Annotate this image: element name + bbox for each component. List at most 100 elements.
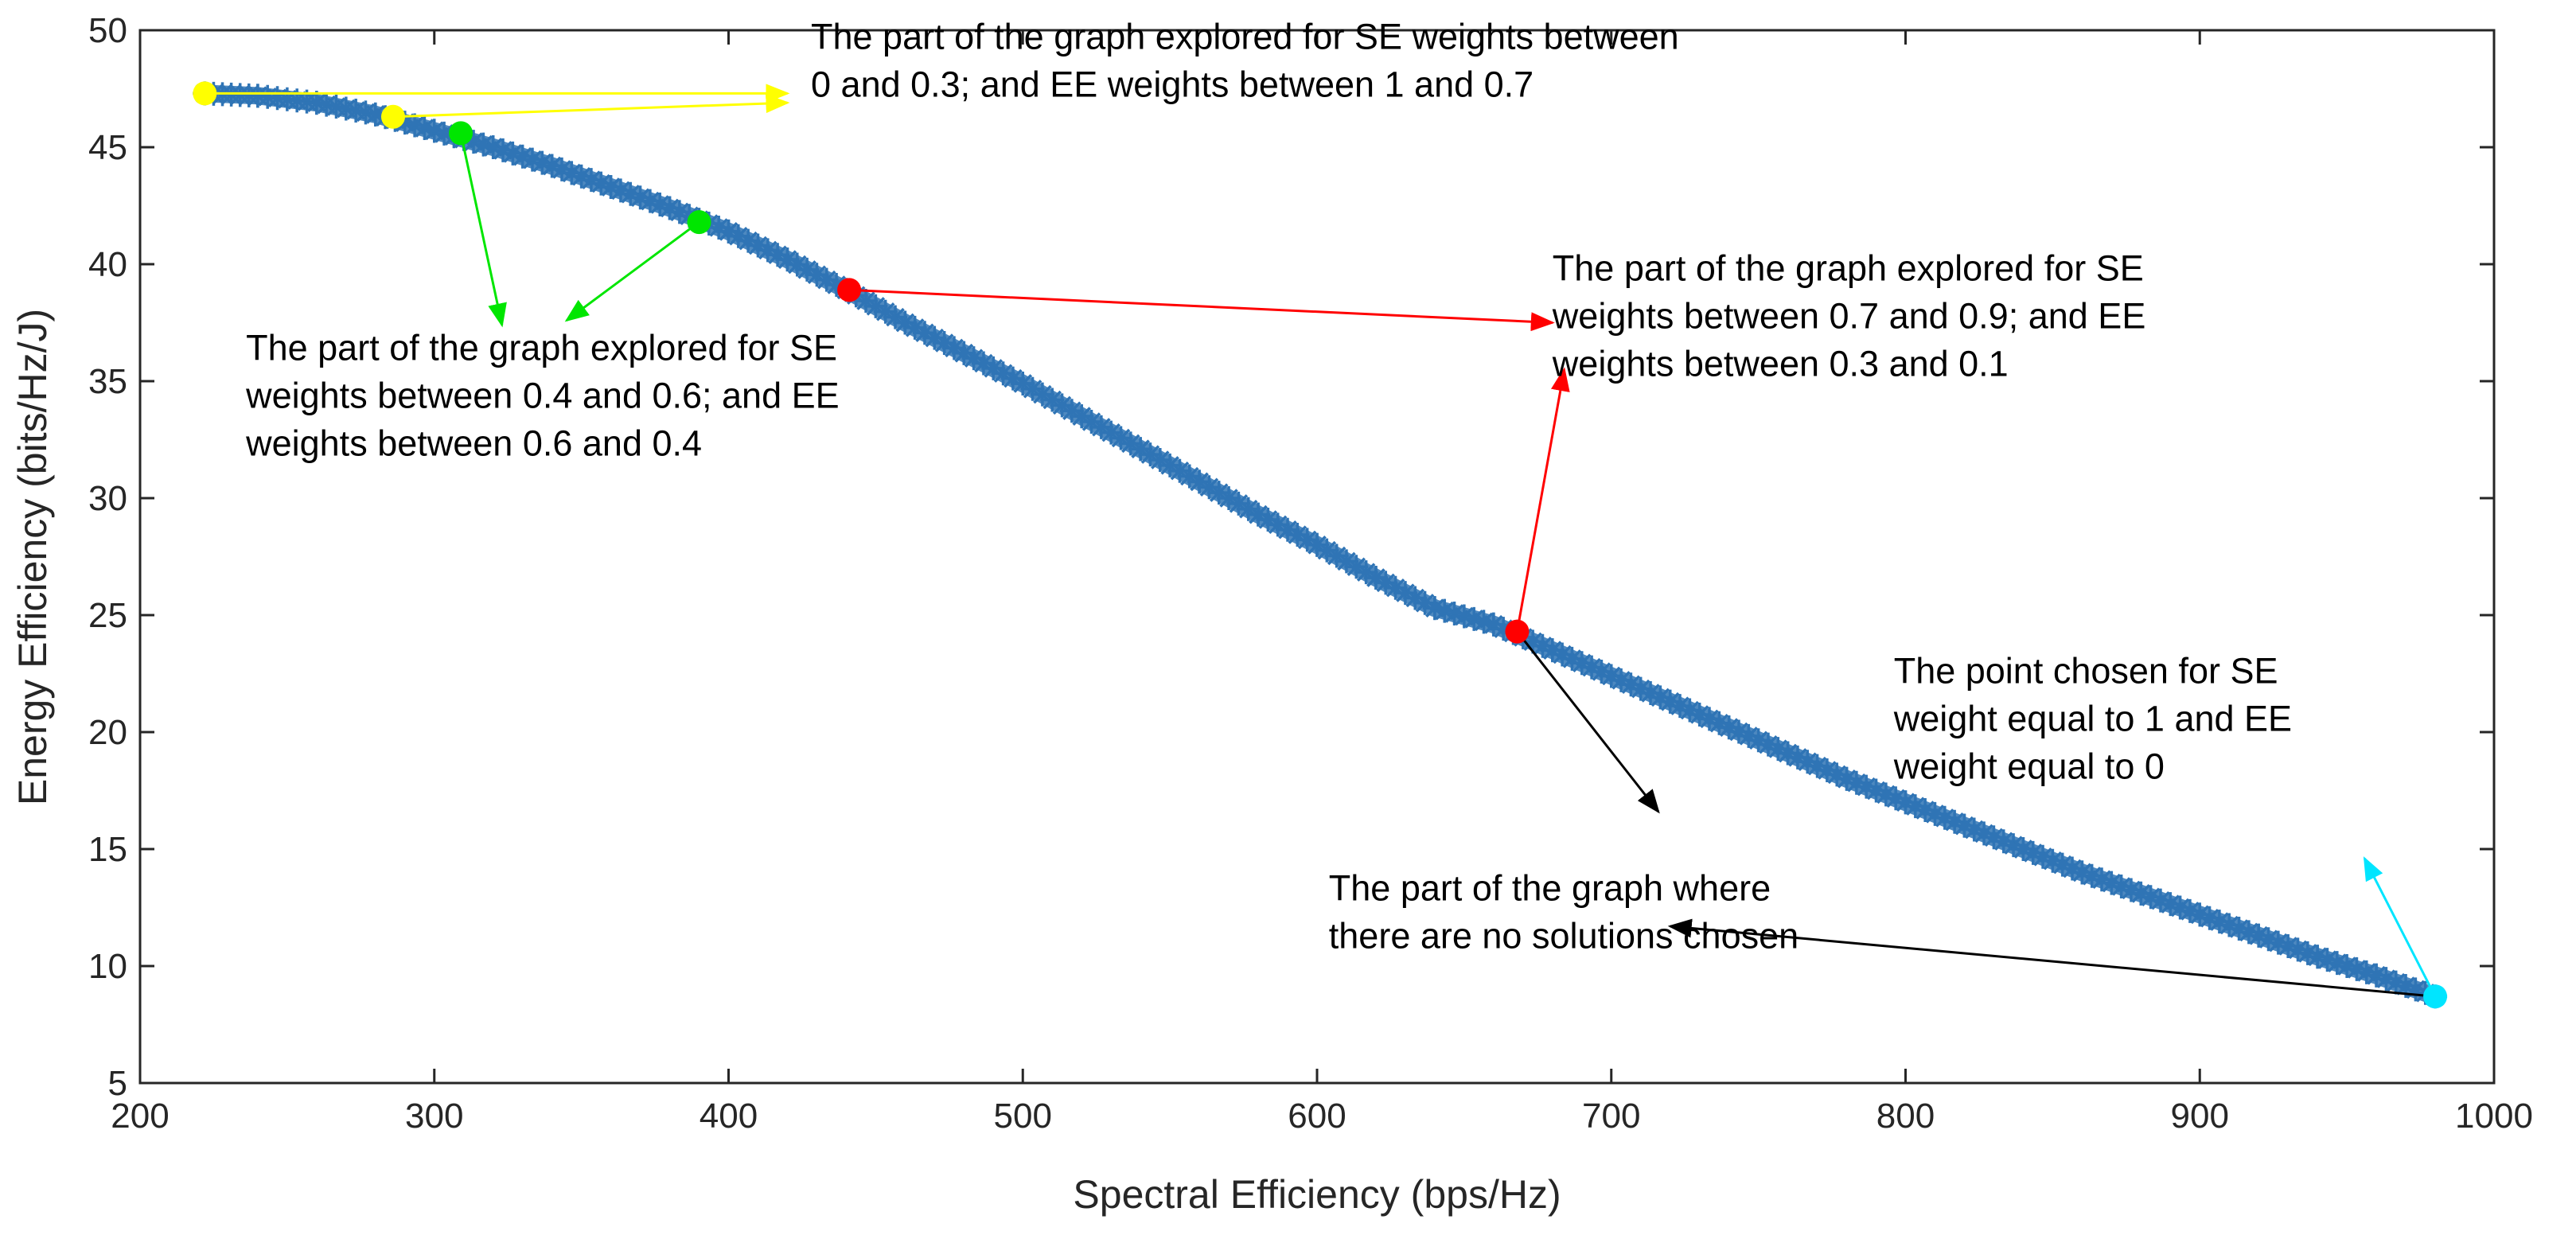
data-point [1697,707,1721,731]
x-tick-label: 300 [405,1097,463,1136]
data-point [1285,523,1310,547]
data-point [2168,895,2192,920]
highlight-points [193,81,2448,1009]
data-point [462,130,486,154]
data-point [1521,629,1545,654]
x-axis: 200 300 400 500 600 700 800 900 1000 [111,30,2533,1136]
x-tick-label: 600 [1288,1097,1346,1136]
y-axis: 5 10 15 20 25 30 35 40 45 50 [88,11,2494,1103]
data-point [952,341,976,365]
data-point [1560,646,1584,671]
data-point [1393,581,1417,606]
data-point [510,144,535,169]
data-point [2099,871,2124,895]
data-point [2148,888,2173,913]
data-point [2197,906,2222,930]
data-point [1913,798,1938,822]
data-point [422,119,446,143]
data-point [1814,758,1839,783]
x-tick-label: 500 [994,1097,1052,1136]
data-point [814,267,839,292]
data-point [618,181,643,206]
data-point [2335,954,2360,978]
data-point [559,161,584,185]
data-point [1363,565,1388,590]
data-point [1756,732,1780,757]
annotation-yellow-note: The part of the graph explored for SE we… [811,17,1679,105]
y-tick-label: 45 [88,128,127,167]
data-point [2256,927,2281,952]
data-point [1619,672,1643,697]
data-point [2276,934,2301,959]
data-point [1943,809,1967,834]
data-point [1118,431,1143,456]
x-axis-label: Spectral Efficiency (bps/Hz) [1073,1172,1561,1217]
y-tick-label: 20 [88,713,127,752]
data-point [2315,948,2340,972]
x-tick-label: 200 [111,1097,169,1136]
data-point [1834,766,1859,791]
data-point [2050,852,2075,877]
data-point [991,361,1015,386]
data-point [1374,571,1398,595]
data-point [579,168,603,193]
data-point [481,135,505,159]
data-point [648,193,672,217]
data-point [530,150,555,175]
data-point [628,185,653,210]
annotation-line: The part of the graph explored for SE [1553,248,2144,289]
y-tick-label: 40 [88,245,127,284]
data-point [824,272,849,297]
data-point [2188,902,2212,927]
data-point [883,305,908,329]
data-point [598,174,623,199]
data-point [746,233,770,258]
data-point [2344,957,2369,981]
data-point [1972,821,1997,846]
x-tick-label: 800 [1876,1097,1935,1136]
data-point [1481,612,1506,637]
data-point [1726,719,1751,744]
data-point [1825,762,1849,787]
data-point [1187,469,1212,494]
y-tick-label: 30 [88,479,127,518]
data-point [353,100,378,125]
data-point [1962,817,1986,842]
data-point [1011,371,1035,395]
data-point [775,247,800,272]
data-point [2247,923,2271,948]
data-point [932,330,957,355]
series-asterisks [193,81,2448,1009]
data-point [2109,875,2134,899]
data-point [1079,409,1104,434]
data-point [2227,916,2251,941]
data-point [1873,782,1898,807]
data-point [2383,970,2408,995]
highlight-point-red [837,278,862,302]
data-point [1070,404,1094,429]
data-point [981,356,1006,380]
data-point [1687,702,1712,727]
arrow-black [1667,918,2436,998]
data-point [1315,538,1339,563]
data-point [491,138,516,162]
data-point [1099,420,1124,445]
data-point [1236,497,1261,521]
data-point [1628,676,1653,701]
y-tick-label: 5 [108,1064,127,1103]
data-point [2001,833,2026,858]
data-point [1413,590,1437,615]
data-point [1795,750,1820,774]
data-point [1854,774,1879,799]
data-point [1295,528,1319,552]
data-point [1059,399,1084,423]
data-point [1020,376,1045,401]
data-point [1276,517,1300,542]
data-point [637,189,662,213]
data-point [1265,512,1290,537]
data-point [873,299,898,324]
data-point [667,200,692,224]
arrow-cyan [2363,856,2437,997]
data-point [2031,844,2056,869]
